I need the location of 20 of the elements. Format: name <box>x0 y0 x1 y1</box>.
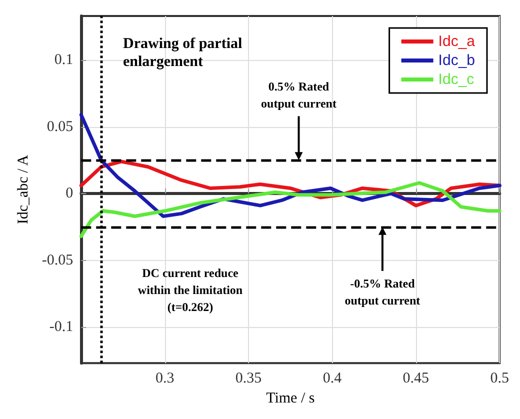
legend-label: Idc_c <box>438 71 475 88</box>
text: Drawing of partial enlargement <box>123 36 242 70</box>
y-tick-label: -0.1 <box>49 319 74 336</box>
y-tick-label: 0.05 <box>46 118 74 135</box>
y-tick-label: 0.1 <box>54 52 74 68</box>
y-tick-label: -0.05 <box>42 252 74 268</box>
y-axis-title: Idc_abc / A <box>16 154 32 224</box>
annotation: 0.5% Rated output current <box>261 80 336 111</box>
line-series <box>79 181 502 238</box>
x-tick-label: 0.45 <box>402 370 430 387</box>
y-tick-label: 0 <box>66 186 74 202</box>
annotation: DC current reduce within the limitation (t=0.262) <box>138 266 243 314</box>
x-tick-label: 0.3 <box>155 370 174 387</box>
annotation: -0.5% Rated output current <box>344 276 420 308</box>
x-tick-label: 0.5 <box>490 370 509 387</box>
x-tick-label: 0.35 <box>235 370 262 387</box>
x-axis-title: Time / s <box>266 390 315 406</box>
x-tick-label: 0.4 <box>322 370 342 387</box>
legend-label: Idc_b <box>438 52 476 69</box>
legend-label: Idc_a <box>438 33 476 50</box>
